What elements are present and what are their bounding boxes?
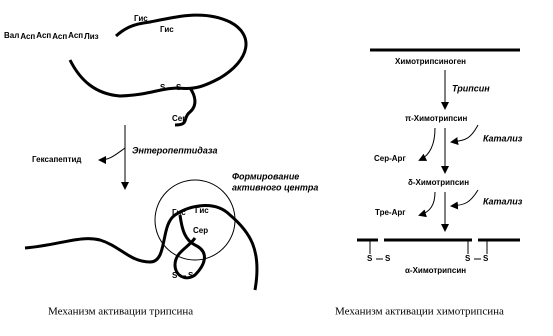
trypsin-chain [24, 204, 259, 291]
pi-chymotrypsin-label: π-Химотрипсин [405, 114, 467, 123]
released-label: Тре-Арг [375, 208, 406, 217]
residue-label: Вал [4, 31, 19, 40]
arrow [450, 124, 479, 146]
his-label: Гис [134, 14, 148, 23]
caption: Механизм активации химотрипсина [335, 306, 504, 318]
trypsinogen-chain [68, 13, 248, 127]
residue-label: Лиз [84, 32, 99, 41]
his-label: Гис [195, 206, 209, 215]
sulfur-label: S [172, 271, 178, 280]
residue-label: Асп [52, 32, 67, 41]
peptide: Вал Асп Асп Асп Асп Лиз [4, 31, 99, 41]
catalysis-label: Катализ [483, 196, 523, 206]
alpha-chymotrypsin-label: α-Химотрипсин [405, 266, 466, 275]
zymogen-label: Химотрипсиноген [395, 57, 466, 66]
sulfur-label: S [465, 254, 471, 263]
catalysis-label: Катализ [483, 133, 523, 143]
active-center-label: активного центра [232, 182, 318, 192]
residue-label: Асп [68, 31, 83, 40]
sulfur-label: S [188, 271, 194, 280]
delta-chymotrypsin-label: δ-Химотрипсин [408, 178, 469, 187]
sulfur-label: S [160, 83, 166, 92]
arrow [418, 127, 436, 161]
enzyme-label: Энтеропептидаза [132, 145, 217, 155]
active-center-circle [154, 179, 236, 261]
released-label: Сер-Арг [374, 154, 406, 163]
residue-label: Асп [36, 31, 51, 40]
arrow [418, 191, 436, 218]
active-center-label: Формирование [232, 171, 299, 181]
ser-label: Сер [193, 226, 208, 235]
ser-label: Сер [172, 114, 187, 123]
enzyme-label: Трипсин [452, 83, 490, 93]
residue-label: Асп [20, 32, 35, 41]
hexapeptide-label: Гексапептид [32, 155, 82, 164]
alpha-chains [357, 238, 520, 260]
his-label: Гис [160, 25, 174, 34]
caption: Механизм активации трипсина [48, 306, 193, 318]
arrow [98, 147, 126, 164]
sulfur-label: S [483, 254, 489, 263]
arrow [450, 189, 479, 210]
sulfur-label: S [385, 254, 391, 263]
sulfur-label: S [367, 254, 373, 263]
sulfur-label: S [176, 83, 182, 92]
his-label: Гис [172, 208, 186, 217]
